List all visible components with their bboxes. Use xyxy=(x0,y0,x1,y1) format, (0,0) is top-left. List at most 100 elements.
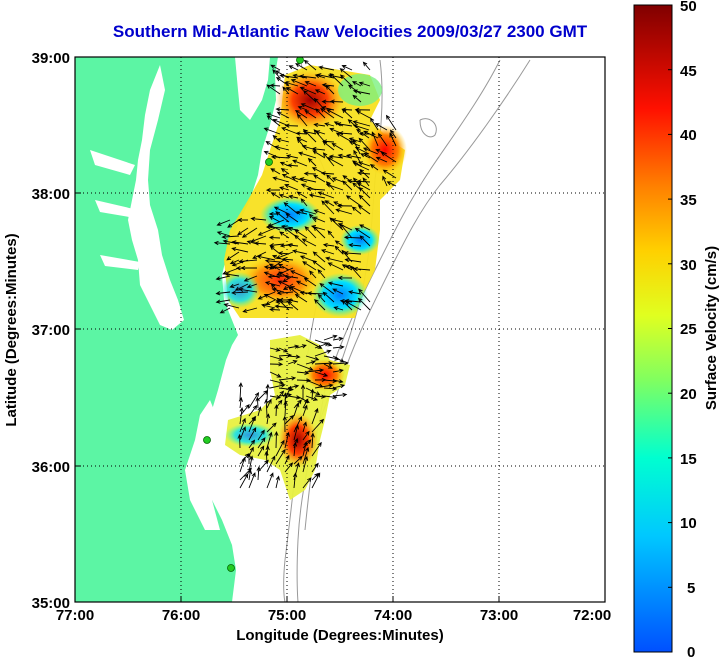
velocity-arrow xyxy=(332,288,344,295)
velocity-arrow xyxy=(248,404,258,417)
velocity-arrow xyxy=(270,64,281,71)
velocity-arrow xyxy=(347,84,362,95)
velocity-arrow xyxy=(306,186,326,192)
velocity-arrow xyxy=(267,274,285,279)
velocity-arrow xyxy=(221,234,240,240)
velocity-arrow xyxy=(314,361,334,366)
velocity-arrow xyxy=(295,63,308,71)
velocity-arrow xyxy=(351,81,362,87)
velocity-arrow xyxy=(358,137,371,151)
velocity-arrow xyxy=(284,431,290,449)
velocity-arrow xyxy=(241,227,258,238)
station-marker xyxy=(203,436,211,444)
velocity-arrow xyxy=(283,202,299,215)
velocity-arrow xyxy=(313,209,326,215)
velocity-arrow xyxy=(348,137,362,143)
velocity-arrow xyxy=(352,124,370,131)
velocity-arrow xyxy=(271,254,290,263)
velocity-arrow xyxy=(280,224,294,229)
colorbar-tick-label: 25 xyxy=(680,321,697,338)
velocity-arrow xyxy=(302,128,317,143)
velocity-arrow xyxy=(222,239,240,245)
velocity-arrow xyxy=(300,384,306,401)
velocity-arrow xyxy=(348,290,362,295)
velocity-arrow xyxy=(278,347,289,353)
velocity-arrow xyxy=(246,453,252,465)
velocity-arrow xyxy=(311,146,326,152)
velocity-arrow xyxy=(302,455,309,473)
velocity-arrow xyxy=(302,446,310,465)
velocity-arrow xyxy=(275,439,285,457)
velocity-arrow xyxy=(352,162,370,171)
velocity-arrow xyxy=(284,123,299,128)
colorbar-tick-label: 40 xyxy=(680,127,697,144)
velocity-arrow xyxy=(334,240,344,247)
velocity-arrow xyxy=(223,303,240,309)
y-tick-label: 35:00 xyxy=(32,595,70,612)
velocity-arrow xyxy=(296,344,307,349)
velocity-arrow xyxy=(279,73,299,79)
velocity-arrow xyxy=(293,424,300,441)
velocity-arrow xyxy=(313,226,326,239)
velocity-arrow xyxy=(231,240,249,245)
velocity-arrow xyxy=(345,153,362,159)
delaware-bay xyxy=(235,57,270,120)
velocity-arrow xyxy=(254,241,267,246)
velocity-arrow xyxy=(382,175,388,187)
velocity-arrow xyxy=(303,59,317,71)
velocity-arrow xyxy=(279,231,290,239)
colorbar-tick-label: 45 xyxy=(680,63,697,80)
velocity-arrow xyxy=(312,260,326,271)
x-tick-label: 77:00 xyxy=(56,607,94,624)
velocity-arrow xyxy=(219,307,231,314)
velocity-arrow xyxy=(274,304,294,309)
velocity-arrow xyxy=(311,472,321,489)
velocity-arrow xyxy=(349,265,362,279)
velocity-arrow xyxy=(286,154,299,159)
velocity-arrow xyxy=(300,103,317,111)
velocity-arrow xyxy=(302,90,317,103)
velocity-arrow xyxy=(229,283,240,288)
velocity-arrow xyxy=(356,128,370,139)
velocity-arrow xyxy=(357,205,371,215)
velocity-arrow xyxy=(329,217,344,231)
velocity-arrow xyxy=(334,245,344,255)
velocity-arrow xyxy=(215,275,231,281)
grid xyxy=(75,57,605,602)
velocity-arrow xyxy=(294,293,308,303)
y-tick-label: 39:00 xyxy=(32,50,70,67)
map-title: Southern Mid-Atlantic Raw Velocities 200… xyxy=(112,22,588,41)
velocity-arrow xyxy=(265,299,276,306)
velocity-arrow xyxy=(326,109,344,119)
velocity-arrow xyxy=(265,413,271,425)
velocity-arrow xyxy=(335,132,353,143)
velocity-arrow xyxy=(257,437,266,449)
colorbar-label: Surface Velocity (cm/s) xyxy=(703,246,720,410)
velocity-arrow xyxy=(307,157,317,167)
velocity-arrow xyxy=(342,180,353,191)
x-axis-label: Longitude (Degrees:Minutes) xyxy=(236,627,444,644)
velocity-arrow xyxy=(271,154,290,160)
velocity-arrow xyxy=(332,392,348,398)
velocity-arrow xyxy=(282,415,287,433)
colorbar-tick-label: 5 xyxy=(687,580,695,597)
velocity-low-southwest xyxy=(225,423,275,447)
velocity-arrow xyxy=(261,303,276,309)
velocity-arrow xyxy=(292,249,308,255)
velocity-arrow xyxy=(302,441,308,457)
x-tick-labels: 77:00 76:00 75:00 74:00 73:00 72:00 xyxy=(56,607,611,624)
velocity-arrow xyxy=(317,269,326,279)
velocity-arrow xyxy=(336,203,353,208)
velocity-arrow xyxy=(377,132,388,147)
colorbar-tick-label: 15 xyxy=(680,451,697,468)
velocity-arrow xyxy=(288,65,299,71)
velocity-arrow xyxy=(324,200,335,207)
velocity-arrow xyxy=(363,152,379,163)
y-tick-label: 38:00 xyxy=(32,186,70,203)
velocity-arrow xyxy=(248,391,260,409)
velocity-arrow xyxy=(216,231,231,237)
velocity-arrow xyxy=(287,360,298,365)
velocity-arrow xyxy=(352,89,371,95)
y-axis-label: Latitude (Degrees:Minutes) xyxy=(3,233,20,426)
